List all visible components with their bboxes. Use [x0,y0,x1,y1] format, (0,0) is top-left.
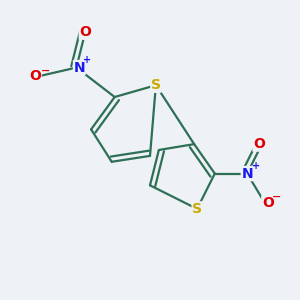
Text: O: O [253,137,265,151]
Text: S: S [192,202,202,216]
Text: O: O [79,25,91,39]
Text: O: O [262,196,274,210]
Text: S: S [151,78,161,92]
Text: −: − [41,65,50,76]
Text: +: + [82,55,91,65]
Text: N: N [74,61,85,75]
Text: N: N [242,167,253,181]
Text: −: − [272,192,281,202]
Text: O: O [29,69,41,83]
Text: +: + [252,161,260,171]
